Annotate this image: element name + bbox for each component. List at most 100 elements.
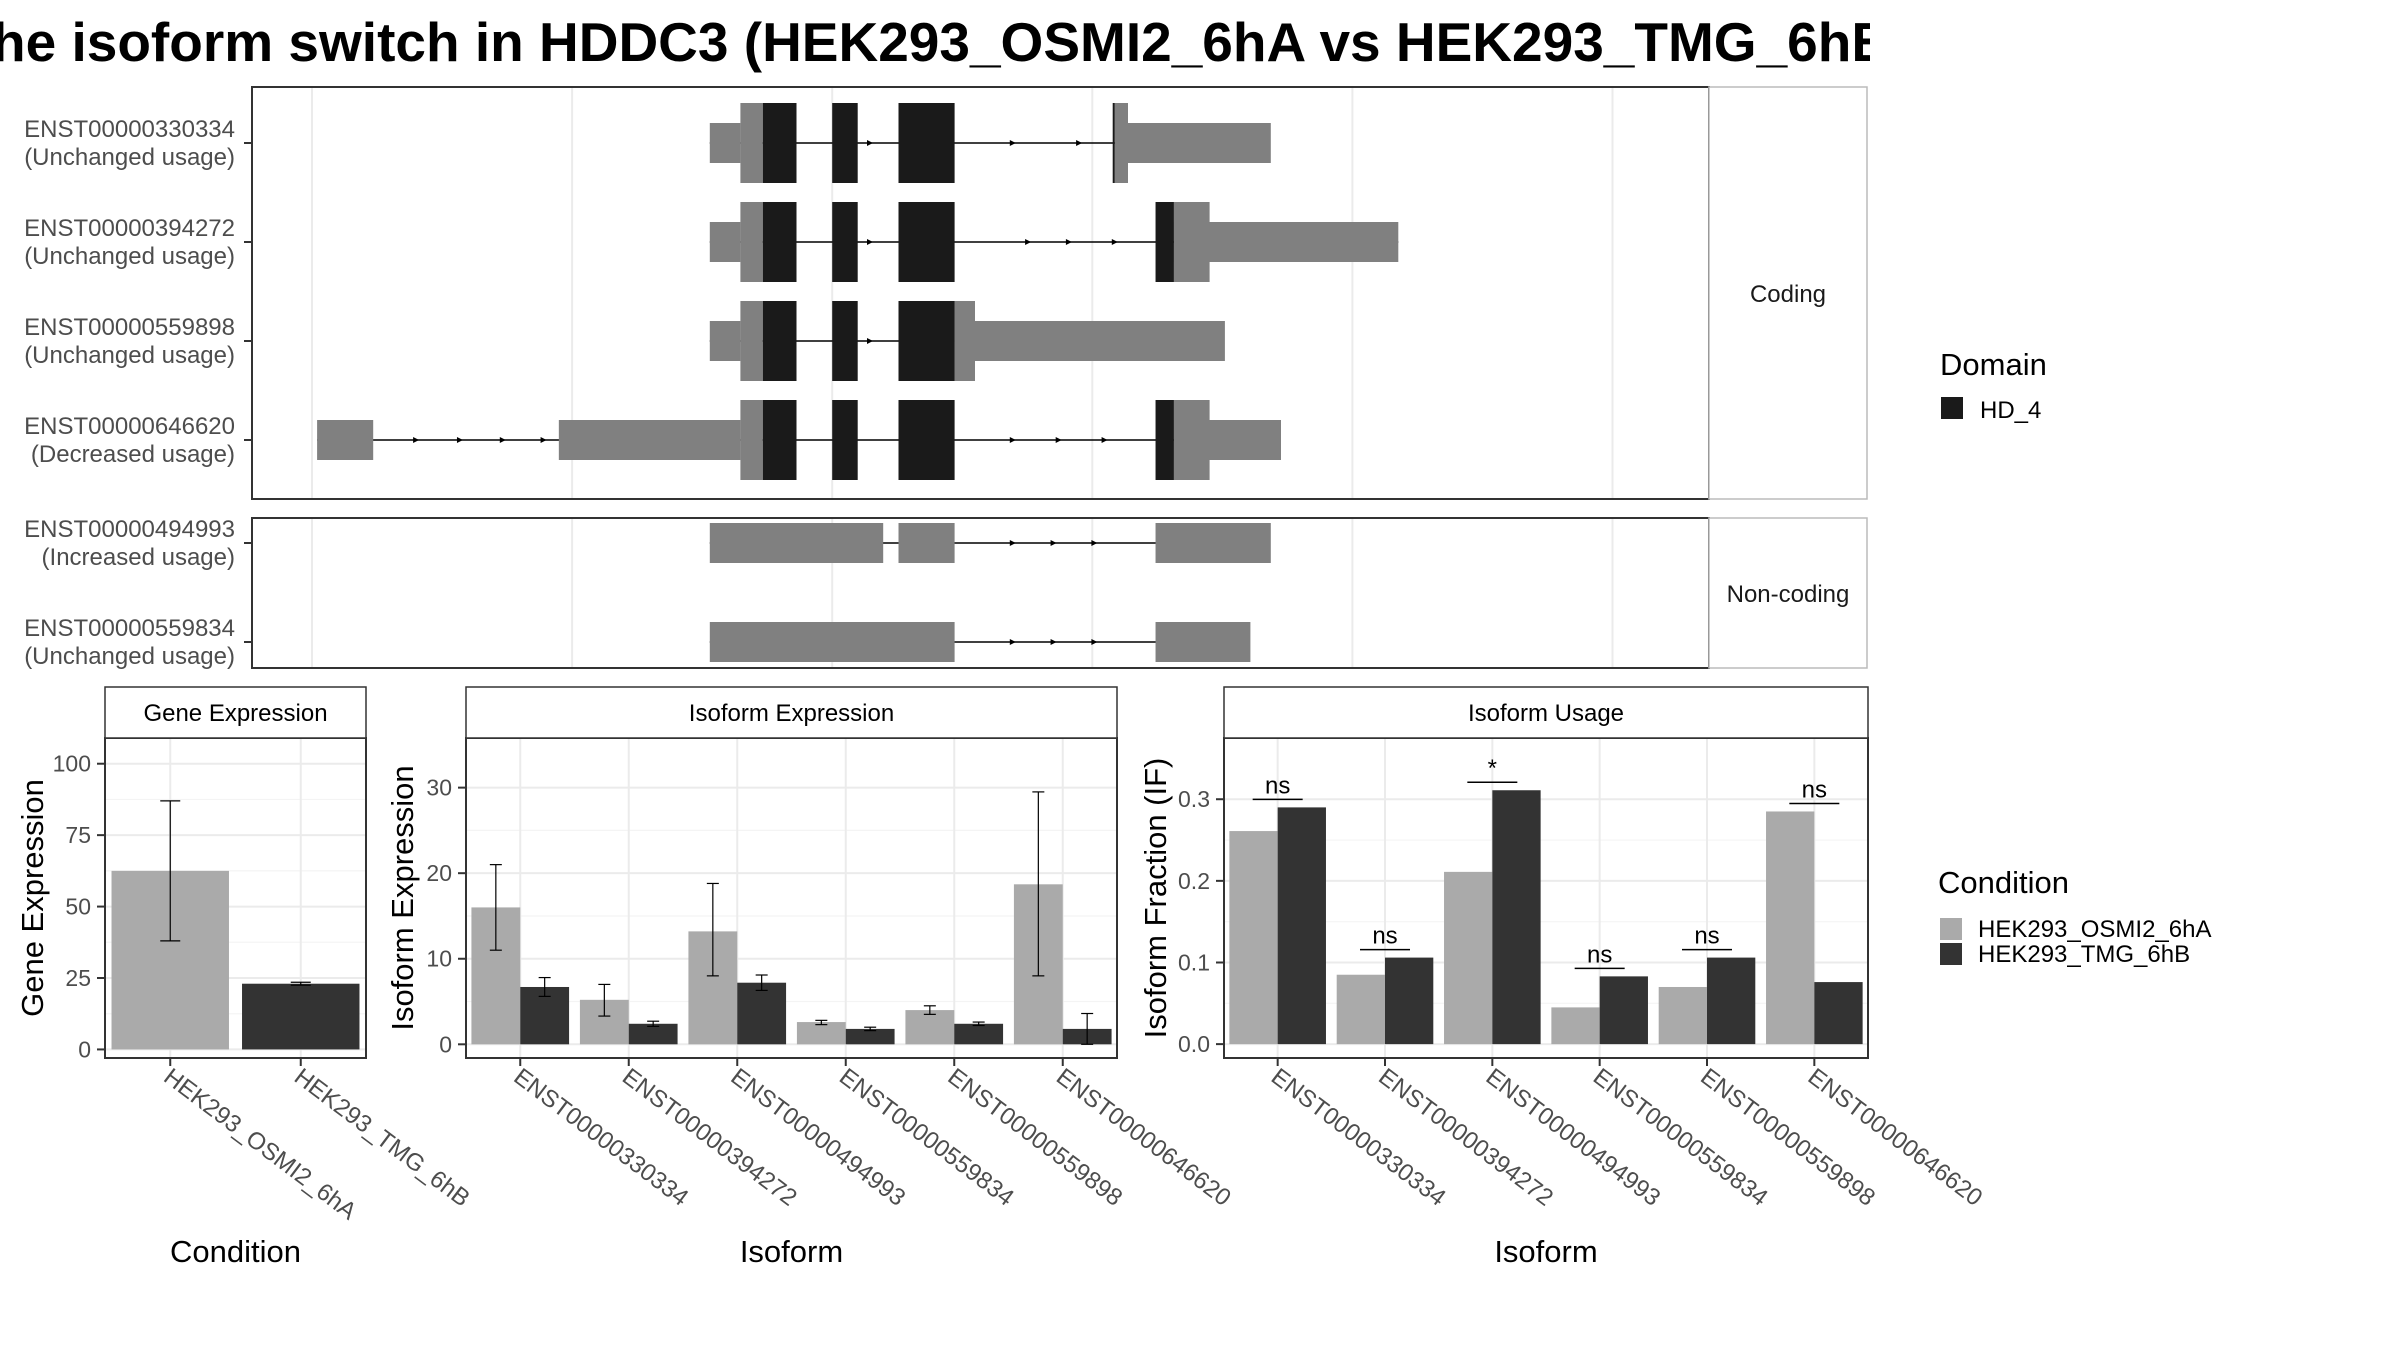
x-tick-label: ENST00000646620 [1803,1063,1988,1211]
y-tick-label: 10 [426,946,452,972]
noncoding-facet-strip [1708,517,1868,669]
utr-exon [709,321,741,361]
intron-direction-arrow [1025,239,1032,245]
x-tick-label: ENST00000646620 [1051,1063,1236,1211]
panel-strip [1223,686,1869,739]
x-tick-label: ENST00000494993 [1481,1063,1666,1211]
x-axis-title: Isoform [740,1234,843,1269]
bar-ENST00000646620-HEK293_TMG_6hB [1814,982,1863,1045]
intron-direction-arrow [1009,437,1016,443]
coding-exon [740,301,763,381]
y-tick-label: 20 [426,860,452,886]
intron-direction-arrow [867,338,873,344]
intron-direction-arrow [1101,437,1108,443]
hd4-domain-segment [762,400,797,480]
bar-ENST00000559898-HEK293_OSMI2_6hA [905,1010,955,1045]
x-tick-label: ENST00000330334 [509,1063,694,1211]
noncoding-exon [898,523,955,563]
bar-HEK293_TMG_6hB [242,983,360,1050]
domain-legend-swatch [1941,397,1963,419]
transcript-label-status: (Unchanged usage) [24,243,235,270]
panel-bg [1224,738,1868,1058]
x-tick-label: ENST00000559834 [834,1063,1019,1211]
noncoding-exon [1155,622,1251,662]
x-tick-label: ENST00000330334 [1266,1063,1451,1211]
transcript-label-id: ENST00000559834 [24,615,235,642]
hd4-domain-segment [898,103,955,183]
bar-ENST00000330334-HEK293_TMG_6hB [1277,807,1326,1045]
panel-title: Isoform Usage [1468,700,1624,727]
utr-exon [709,123,741,163]
intron-direction-arrow [1091,540,1098,546]
transcript-label-id: ENST00000494993 [24,516,235,543]
transcript-label-id: ENST00000330334 [24,116,235,143]
bar-ENST00000559834-HEK293_TMG_6hB [1599,976,1648,1045]
y-tick-label: 0.0 [1178,1031,1210,1057]
x-tick-label: ENST00000494993 [726,1063,911,1211]
intron-direction-arrow [1091,639,1098,645]
y-axis-title: Isoform Fraction (IF) [1138,758,1173,1039]
x-tick-label: ENST00000559898 [943,1063,1128,1211]
bar-ENST00000559898-HEK293_TMG_6hB [1707,957,1756,1045]
transcript-label-status: (Increased usage) [42,544,235,571]
intron-direction-arrow [867,239,873,245]
hd4-domain-segment [1155,400,1174,480]
intron-direction-arrow [1055,437,1062,443]
coding-exon [740,202,763,282]
bar-ENST00000494993-HEK293_OSMI2_6hA [1444,871,1493,1045]
x-tick-label: ENST00000559834 [1588,1063,1773,1211]
intron-direction-arrow [1050,540,1057,546]
y-tick-label: 100 [53,751,91,777]
utr-exon [975,321,1225,361]
y-tick-label: 0.3 [1178,786,1210,812]
y-tick-label: 50 [65,894,91,920]
coding-exon [740,400,763,480]
x-tick-label: ENST00000394272 [617,1063,802,1211]
hd4-domain-segment [898,301,955,381]
hd4-domain-segment [1155,202,1174,282]
facet-label-coding: Coding [1750,281,1826,308]
noncoding-exon [709,523,884,563]
domain-legend-label: HD_4 [1980,397,2041,424]
domain-legend-title: Domain [1940,347,2047,382]
hd4-domain-segment [1112,103,1115,183]
condition-legend-label: HEK293_OSMI2_6hA [1978,916,2211,943]
condition-legend-title: Condition [1938,865,2069,900]
intron-direction-arrow [456,437,463,443]
bar-ENST00000646620-HEK293_OSMI2_6hA [1766,811,1815,1045]
significance-label: ns [1265,772,1290,799]
condition-legend-swatch [1940,918,1962,940]
hd4-domain-segment [762,202,797,282]
hd4-domain-segment [898,400,955,480]
transcript-label-status: (Unchanged usage) [24,643,235,670]
panel-title: Gene Expression [143,700,327,727]
coding-panel-bg [252,87,1709,499]
intron-direction-arrow [867,140,873,146]
intron-direction-arrow [1009,540,1016,546]
y-tick-label: 25 [65,965,91,991]
intron-direction-arrow [1076,140,1083,146]
x-axis-title: Condition [170,1234,301,1269]
bar-ENST00000330334-HEK293_OSMI2_6hA [1229,831,1278,1045]
facet-label-noncoding: Non-coding [1727,581,1850,608]
transcript-label-id: ENST00000646620 [24,413,235,440]
significance-label: ns [1694,923,1719,950]
transcript-label-status: (Unchanged usage) [24,342,235,369]
bar-ENST00000559834-HEK293_OSMI2_6hA [796,1022,846,1045]
bar-ENST00000559834-HEK293_OSMI2_6hA [1551,1007,1600,1045]
utr-exon [317,420,374,460]
coding-exon [1173,400,1210,480]
intron-direction-arrow [499,437,506,443]
coding-exon [954,301,975,381]
figure-title: he isoform switch in HDDC3 (HEK293_OSMI2… [0,11,1870,73]
noncoding-exon [1155,523,1271,563]
hd4-domain-segment [832,202,858,282]
condition-legend-label: HEK293_TMG_6hB [1978,941,2190,968]
hd4-domain-segment [762,103,797,183]
y-axis-title: Gene Expression [15,779,50,1017]
utr-exon [558,420,741,460]
intron-direction-arrow [1065,239,1072,245]
bar-ENST00000394272-HEK293_OSMI2_6hA [1336,974,1385,1045]
bar-ENST00000394272-HEK293_TMG_6hB [1385,957,1434,1045]
